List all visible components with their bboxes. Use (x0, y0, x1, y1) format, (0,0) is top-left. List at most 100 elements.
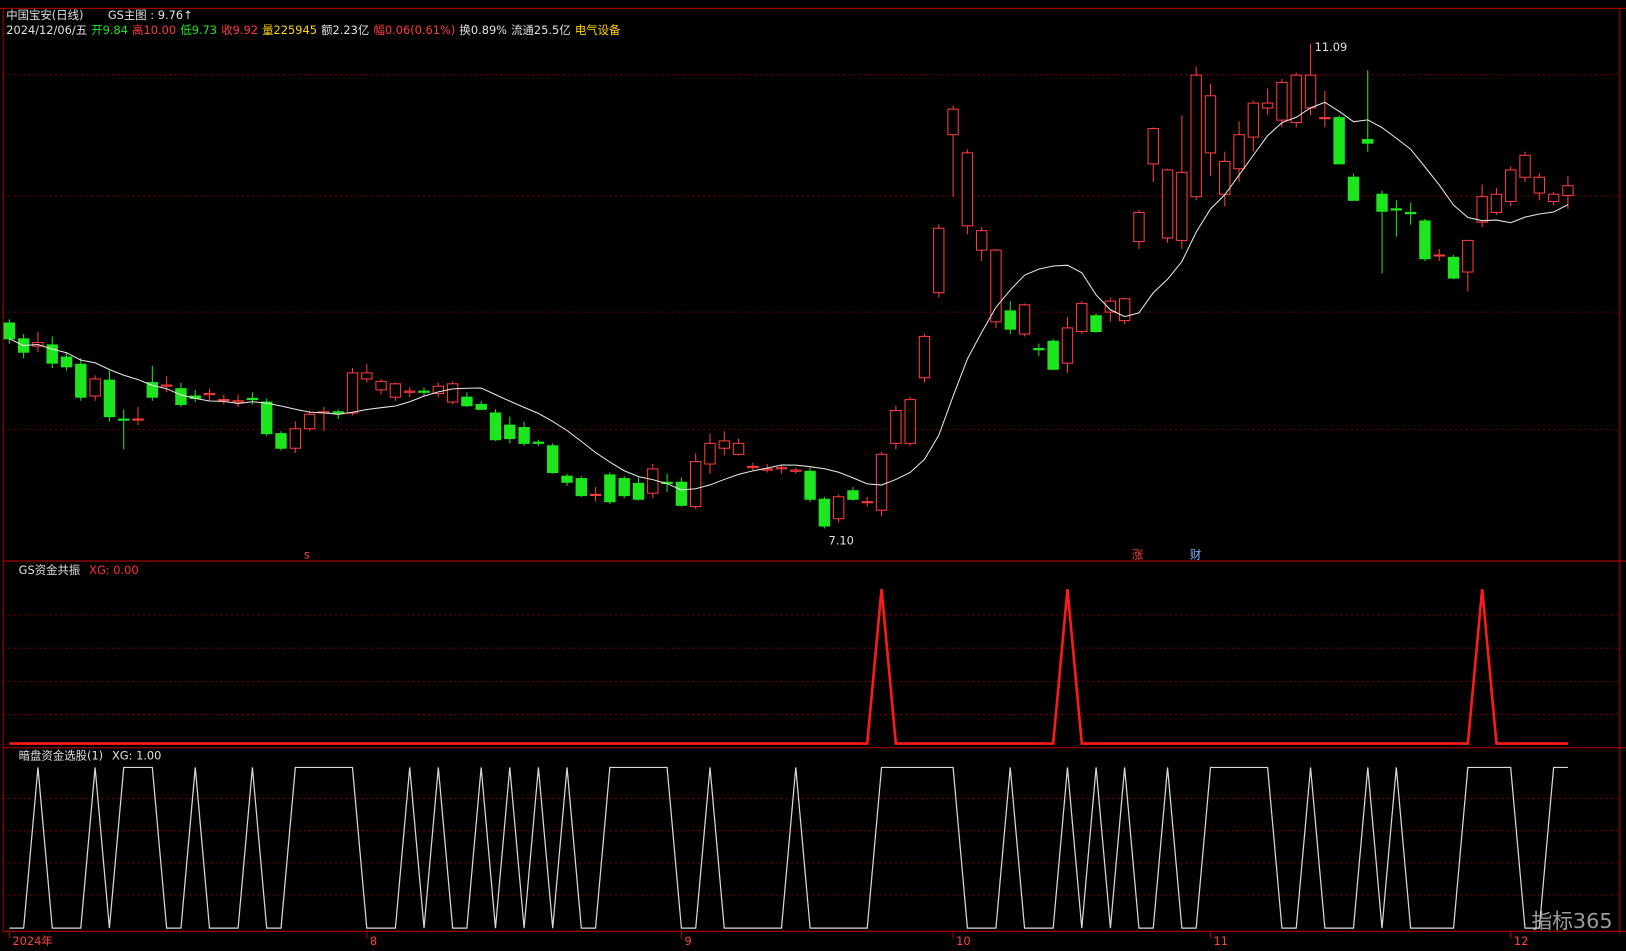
candle-body (1204, 95, 1217, 154)
candle-body (46, 344, 58, 364)
quote-field: 幅0.06(0.61%) (373, 23, 455, 37)
candle-body (747, 465, 759, 469)
candle-body (1176, 171, 1188, 241)
event-marker: 财 (1190, 547, 1201, 561)
candle-body (203, 393, 216, 396)
candle-body (1490, 193, 1503, 213)
candle-body (1161, 169, 1174, 239)
candle-body (1276, 81, 1288, 121)
candle-body (618, 478, 630, 497)
candle-body (475, 403, 487, 410)
candle-body (418, 390, 430, 393)
candle-body (489, 412, 502, 441)
candle-body (1118, 298, 1131, 322)
candle-body (704, 442, 716, 465)
candle-body (1304, 74, 1317, 109)
candle-body (1290, 74, 1302, 124)
candle-body (718, 440, 730, 449)
candle-body (1476, 196, 1488, 223)
candle-body (303, 413, 316, 430)
candle-body (689, 461, 702, 508)
candle-body (1076, 303, 1088, 333)
candle-body (1362, 139, 1374, 144)
stock-title: 中国宝安(日线) (6, 8, 83, 22)
candle-body (861, 501, 873, 504)
panel-value: XG: 0.00 (89, 563, 138, 577)
indicator-line (9, 766, 1568, 929)
candle-body (1390, 208, 1403, 211)
candle-body (1519, 154, 1531, 178)
candle-body (160, 384, 173, 387)
candle-body (446, 383, 459, 403)
quote-field: 收9.92 (221, 23, 258, 37)
candle-body (289, 428, 302, 449)
candle-body (933, 227, 945, 294)
quote-field: 换0.89% (459, 23, 507, 37)
x-tick-label: 8 (370, 934, 377, 948)
candle-body (589, 493, 602, 496)
event-marker: 涨 (1132, 547, 1144, 561)
candle-body (3, 322, 16, 340)
candle-body (1433, 254, 1445, 257)
quote-field: 电气设备 (575, 23, 621, 37)
quote-field: 低9.73 (180, 23, 217, 37)
candle-body (1247, 102, 1260, 138)
quote-line: 2024/12/06/五 开9.84 高10.00 低9.73 收9.92 量225945… (6, 23, 621, 37)
candle-body (561, 475, 573, 483)
candle-body (89, 378, 101, 397)
candle-body (1419, 220, 1431, 260)
panel-value: XG: 1.00 (112, 749, 161, 763)
candle-body (1333, 117, 1345, 165)
indicator-line (9, 588, 1568, 745)
event-marker: s (304, 547, 310, 561)
candle-body (132, 418, 144, 421)
candle-body (875, 453, 888, 511)
candle-body (332, 411, 344, 414)
quote-field: 量225945 (262, 23, 317, 37)
candle-body (246, 397, 259, 401)
panel-title: GS资金共振 (19, 563, 81, 577)
candle-body (546, 445, 559, 474)
candle-body (1505, 169, 1517, 203)
candle-body (1547, 193, 1560, 203)
high-annotation: 11.09 (1315, 40, 1348, 54)
candle-body (632, 482, 645, 500)
candle-body (432, 385, 445, 395)
quote-field: 高10.00 (132, 23, 176, 37)
candle-body (532, 441, 545, 444)
candle-body (918, 335, 931, 379)
candle-body (1319, 117, 1331, 120)
indicator-label: GS主图 : 9.76↑ (108, 8, 193, 22)
candle-body (1133, 211, 1145, 243)
candle-body (1347, 176, 1360, 201)
candle-body (1233, 134, 1245, 170)
candle-body (75, 363, 87, 398)
candle-body (904, 399, 916, 444)
candle-body (1061, 327, 1074, 364)
candle-body (675, 481, 688, 506)
candle-body (404, 390, 416, 393)
candle-body (847, 490, 859, 500)
candle-body (1462, 239, 1474, 273)
candle-body (118, 418, 130, 421)
candle-body (1018, 304, 1031, 335)
candle-body (1261, 102, 1274, 109)
date: 2024/12/06/五 (6, 23, 87, 37)
candle-body (890, 410, 902, 444)
candle-body (1004, 310, 1016, 330)
candle-body (575, 478, 587, 497)
candle-body (389, 383, 402, 398)
quote-field: 流通25.5亿 (511, 23, 571, 37)
x-tick-label: 9 (684, 934, 691, 948)
candle-body (103, 379, 116, 418)
candle-body (990, 249, 1002, 323)
candle-body (604, 474, 616, 503)
candle-body (261, 401, 273, 435)
candle-body (947, 108, 959, 136)
candle-body (790, 469, 802, 472)
candle-body (1147, 128, 1159, 165)
candle-body (832, 496, 845, 520)
quote-field: 开9.84 (91, 23, 128, 37)
candle-body (1033, 348, 1045, 351)
